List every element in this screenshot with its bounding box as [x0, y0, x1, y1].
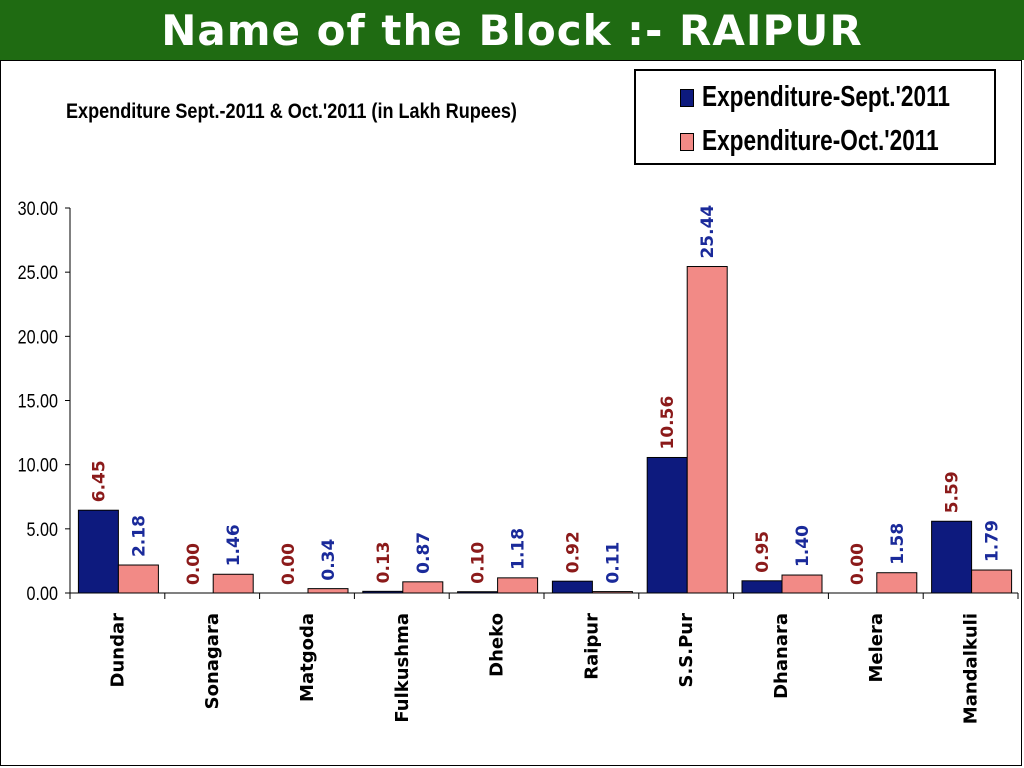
bar-sept-Dhanara — [741, 580, 783, 594]
data-label-sept-Dundar: 6.45 — [89, 460, 109, 502]
bar-oct-Matgoda — [307, 588, 349, 594]
x-tick-label-Sonagara: Sonagara — [202, 613, 223, 709]
data-label-sept-Dheko: 0.10 — [469, 542, 489, 584]
data-label-oct-Dhanara: 1.40 — [793, 525, 813, 567]
y-tick-label: 20.00 — [18, 326, 59, 348]
x-tick-label-Dheko: Dheko — [487, 613, 508, 677]
x-tick-label-Matgoda: Matgoda — [297, 613, 318, 702]
data-label-sept-Fulkushma: 0.13 — [374, 541, 394, 583]
chart-legend: Expenditure-Sept.'2011 Expenditure-Oct.'… — [634, 69, 996, 165]
x-tick-label-Raipur: Raipur — [581, 613, 602, 680]
bar-sept-Mandalkuli — [931, 520, 973, 594]
chart-title: Expenditure Sept.-2011 & Oct.'2011 (in L… — [66, 100, 517, 123]
x-tick-label-Melera: Melera — [866, 613, 887, 683]
data-label-oct-S.S.Pur: 25.44 — [698, 205, 718, 259]
x-tick-label-Fulkushma: Fulkushma — [392, 613, 413, 723]
legend-item-sept: Expenditure-Sept.'2011 — [680, 81, 1020, 114]
legend-swatch-sept — [680, 88, 694, 107]
bar-sept-Fulkushma — [362, 590, 404, 594]
page-title: Name of the Block :- RAIPUR — [161, 5, 863, 55]
x-tick-label-Dhanara: Dhanara — [771, 613, 792, 699]
data-label-oct-Fulkushma: 0.87 — [414, 532, 434, 574]
y-tick-label: 30.00 — [18, 198, 59, 220]
data-label-oct-Dundar: 2.18 — [129, 515, 149, 557]
header-banner: Name of the Block :- RAIPUR — [0, 0, 1024, 60]
y-tick-label: 5.00 — [27, 519, 59, 541]
bar-sept-S.S.Pur — [646, 456, 688, 594]
legend-label-oct: Expenditure-Oct.'2011 — [702, 125, 939, 157]
data-label-sept-Sonagara: 0.00 — [184, 543, 204, 585]
y-tick-label: 0.00 — [27, 583, 59, 605]
data-label-sept-Mandalkuli: 5.59 — [943, 471, 963, 513]
legend-label-sept: Expenditure-Sept.'2011 — [702, 81, 951, 113]
bar-oct-Dheko — [497, 577, 539, 594]
data-label-sept-S.S.Pur: 10.56 — [658, 396, 678, 450]
data-label-sept-Dhanara: 0.95 — [753, 531, 773, 573]
data-label-sept-Matgoda: 0.00 — [279, 543, 299, 585]
data-label-oct-Matgoda: 0.34 — [319, 539, 339, 581]
data-label-sept-Raipur: 0.92 — [563, 531, 583, 573]
data-label-oct-Sonagara: 1.46 — [224, 524, 244, 566]
legend-swatch-oct — [680, 132, 694, 151]
bar-oct-Dundar — [117, 564, 159, 594]
y-tick-label: 15.00 — [18, 390, 59, 412]
chart-frame — [0, 60, 1022, 766]
bar-oct-S.S.Pur — [686, 266, 728, 594]
bar-sept-Dundar — [77, 509, 119, 594]
data-label-sept-Melera: 0.00 — [848, 543, 868, 585]
y-tick-label: 10.00 — [18, 454, 59, 476]
bar-oct-Melera — [876, 572, 918, 594]
data-label-oct-Melera: 1.58 — [888, 523, 908, 565]
x-tick-label-S.S.Pur: S.S.Pur — [676, 613, 697, 688]
x-tick-label-Mandalkuli: Mandalkuli — [961, 613, 982, 724]
y-tick-label: 25.00 — [18, 262, 59, 284]
bar-sept-Raipur — [551, 580, 593, 594]
bar-oct-Fulkushma — [402, 581, 444, 594]
x-tick-label-Dundar: Dundar — [107, 613, 128, 688]
bar-oct-Mandalkuli — [971, 569, 1013, 594]
bar-oct-Dhanara — [781, 574, 823, 594]
legend-item-oct: Expenditure-Oct.'2011 — [680, 125, 1005, 158]
bar-oct-Raipur — [591, 591, 633, 594]
data-label-oct-Mandalkuli: 1.79 — [983, 520, 1003, 562]
data-label-oct-Dheko: 1.18 — [509, 528, 529, 570]
bar-oct-Sonagara — [212, 573, 254, 594]
data-label-oct-Raipur: 0.11 — [603, 542, 623, 584]
bar-sept-Dheko — [457, 591, 499, 594]
